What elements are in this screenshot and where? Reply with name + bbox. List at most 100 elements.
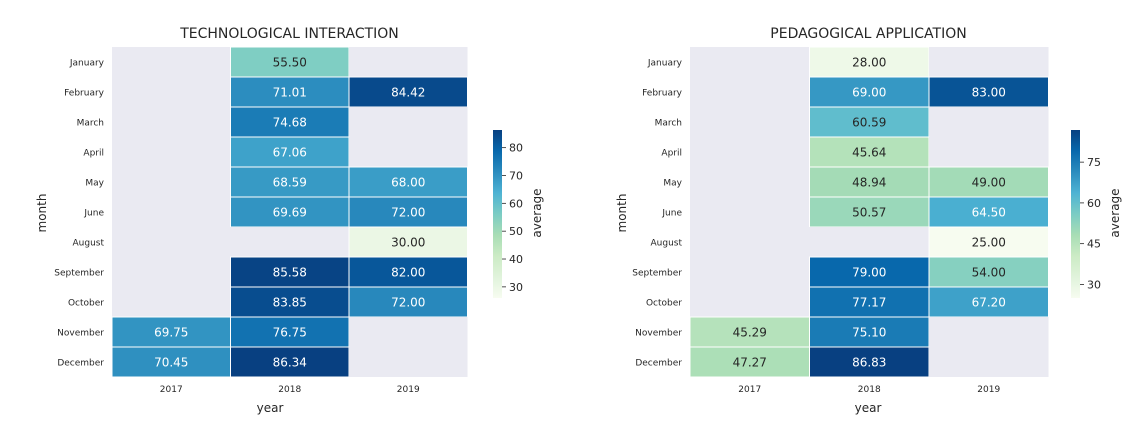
heatmap-cell	[230, 196, 350, 228]
heatmap-cell	[809, 166, 930, 198]
cell-value-label: 83.00	[972, 86, 1006, 100]
cell-value-label: 49.00	[972, 176, 1006, 190]
heatmap-cell	[928, 286, 1049, 318]
colorbar-label: average	[530, 188, 544, 237]
heatmap-empty-cell	[690, 257, 810, 287]
cell-value-label: 64.50	[972, 206, 1006, 220]
heatmap-cell	[230, 76, 350, 108]
heatmap-empty-cell	[112, 257, 231, 287]
cell-value-label: 45.64	[852, 146, 886, 160]
y-tick-label: November	[635, 329, 682, 339]
heatmap-cell	[348, 256, 468, 288]
heatmap-empty-cell	[112, 77, 231, 107]
heatmap-empty-cell	[349, 107, 468, 137]
heatmap-cell	[230, 46, 350, 78]
heatmap-empty-cell	[929, 107, 1049, 137]
cell-value-label: 60.59	[852, 116, 886, 130]
heatmap-empty-cell	[690, 137, 810, 167]
colorbar-tick-label: 60	[1087, 197, 1101, 210]
colorbar-label: average	[1108, 188, 1122, 237]
cell-value-label: 77.17	[852, 296, 886, 310]
x-tick-label: 2017	[160, 385, 183, 395]
x-axis-label: year	[257, 401, 284, 415]
cell-value-label: 71.01	[273, 86, 307, 100]
heatmap-empty-cell	[690, 77, 810, 107]
y-tick-label: September	[54, 269, 104, 279]
heatmap-cell	[689, 316, 810, 348]
colorbar	[1071, 130, 1080, 298]
cell-value-label: 67.20	[972, 296, 1006, 310]
cell-value-label: 47.27	[733, 356, 767, 370]
cell-value-label: 85.58	[273, 266, 307, 280]
y-tick-label: February	[64, 89, 105, 99]
heatmap-empty-cell	[690, 197, 810, 227]
y-tick-label: March	[77, 119, 104, 129]
y-tick-label: June	[661, 209, 682, 219]
cell-value-label: 84.42	[391, 86, 425, 100]
y-tick-label: October	[68, 299, 104, 309]
cell-value-label: 69.00	[852, 86, 886, 100]
heatmap-empty-cell	[349, 47, 468, 77]
cell-value-label: 68.00	[391, 176, 425, 190]
heatmap-empty-cell	[690, 107, 810, 137]
cell-value-label: 69.69	[273, 206, 307, 220]
heatmap-cell	[928, 196, 1049, 228]
cell-value-label: 45.29	[733, 326, 767, 340]
heatmap-cell	[348, 226, 468, 258]
cell-value-label: 72.00	[391, 296, 425, 310]
heatmap-cell	[230, 346, 350, 378]
x-tick-label: 2018	[278, 385, 301, 395]
heatmap-empty-cell	[690, 47, 810, 77]
y-axis-label: month	[615, 194, 629, 233]
heatmap-empty-cell	[929, 317, 1049, 347]
y-tick-label: January	[69, 59, 105, 69]
heatmap-empty-cell	[112, 137, 231, 167]
y-tick-label: October	[646, 299, 682, 309]
cell-value-label: 48.94	[852, 176, 886, 190]
heatmap-empty-cell	[112, 287, 231, 317]
cell-value-label: 54.00	[972, 266, 1006, 280]
y-tick-label: December	[635, 359, 682, 369]
heatmap-cell	[809, 286, 930, 318]
x-tick-label: 2019	[977, 385, 1000, 395]
heatmap-empty-cell	[929, 137, 1049, 167]
cell-value-label: 30.00	[391, 236, 425, 250]
y-tick-label: May	[663, 179, 682, 189]
heatmap-cell	[809, 196, 930, 228]
colorbar-tick-label: 30	[1087, 278, 1101, 291]
heatmap-empty-cell	[349, 347, 468, 377]
heatmap-empty-cell	[112, 227, 231, 257]
pedagogical-application-heatmap: PEDAGOGICAL APPLICATION year month avera…	[615, 26, 1122, 415]
chart-title: TECHNOLOGICAL INTERACTION	[179, 26, 399, 42]
colorbar-tick-label: 45	[1087, 238, 1101, 251]
heatmap-cell	[689, 346, 810, 378]
heatmap-empty-cell	[929, 47, 1049, 77]
cell-value-label: 70.45	[154, 356, 188, 370]
colorbar-tick-label: 40	[509, 253, 523, 266]
cell-value-label: 79.00	[852, 266, 886, 280]
cell-value-label: 28.00	[852, 56, 886, 70]
technological-interaction-heatmap: TECHNOLOGICAL INTERACTION year month ave…	[35, 26, 544, 415]
heatmap-cell	[809, 346, 930, 378]
y-tick-label: March	[655, 119, 682, 129]
colorbar-tick-label: 50	[509, 225, 523, 238]
heatmap-empty-cell	[112, 47, 231, 77]
cell-value-label: 25.00	[972, 236, 1006, 250]
colorbar-tick-label: 70	[509, 169, 523, 182]
cell-value-label: 67.06	[273, 146, 307, 160]
heatmap-empty-cell	[929, 347, 1049, 377]
chart-title: PEDAGOGICAL APPLICATION	[770, 26, 966, 42]
colorbar-tick-label: 80	[509, 142, 523, 155]
cell-value-label: 86.83	[852, 356, 886, 370]
y-tick-label: April	[83, 149, 104, 159]
cell-value-label: 82.00	[391, 266, 425, 280]
heatmap-cell	[928, 166, 1049, 198]
heatmap-empty-cell	[349, 317, 468, 347]
cell-value-label: 50.57	[852, 206, 886, 220]
heatmap-empty-cell	[112, 167, 231, 197]
colorbar-tick-label: 60	[509, 197, 523, 210]
heatmap-cell	[230, 316, 350, 348]
colorbar-tick-label: 75	[1087, 156, 1101, 169]
heatmap-empty-cell	[690, 167, 810, 197]
